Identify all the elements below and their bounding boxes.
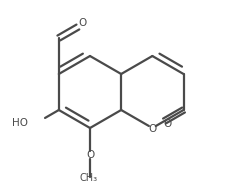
Text: CH₃: CH₃ <box>80 173 98 183</box>
Text: O: O <box>78 18 86 28</box>
Text: O: O <box>86 150 95 160</box>
Text: HO: HO <box>12 118 28 128</box>
Text: O: O <box>163 118 171 128</box>
Text: O: O <box>149 124 157 134</box>
